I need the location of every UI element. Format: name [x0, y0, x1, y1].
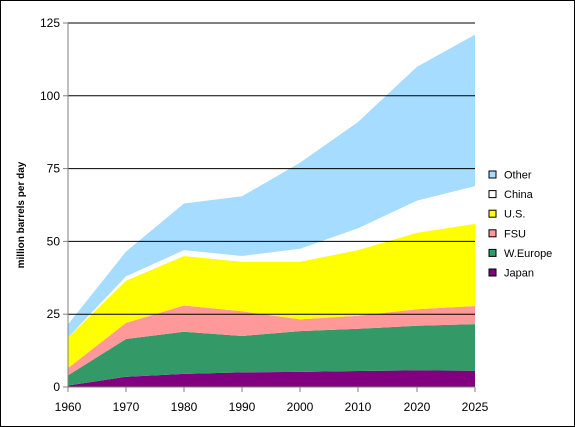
- area-w-europe: [68, 324, 475, 386]
- x-tick-label: 1960: [55, 400, 82, 414]
- area-japan: [68, 370, 475, 387]
- axes: [63, 22, 476, 392]
- x-tick-label: 1970: [113, 400, 140, 414]
- area-series-group: [68, 34, 475, 387]
- x-tick-label: 2010: [345, 400, 372, 414]
- legend-label-w-europe: W.Europe: [504, 248, 552, 260]
- x-tick-labels: 1960 1970 1980 1990 2000 2010 2020 2025: [55, 400, 489, 414]
- legend-label-fsu: FSU: [504, 228, 526, 240]
- legend-label-other: Other: [504, 170, 532, 182]
- x-tick-label: 1980: [171, 400, 198, 414]
- legend-swatch-japan: [488, 268, 497, 277]
- area-other: [68, 34, 475, 338]
- y-axis-label: million barrels per day: [16, 161, 27, 268]
- legend-swatch-u-s: [488, 209, 497, 218]
- y-tick-label: 50: [47, 234, 61, 248]
- y-tick-label: 100: [40, 89, 60, 103]
- x-tick-label: 2000: [287, 400, 314, 414]
- x-tick-label: 2020: [404, 400, 431, 414]
- legend: Other China U.S. FSU W.Europe Japan: [488, 170, 552, 280]
- x-tick-label: 1990: [229, 400, 256, 414]
- legend-label-japan: Japan: [504, 268, 534, 280]
- x-tick-label: 2025: [462, 400, 489, 414]
- y-tick-label: 25: [47, 307, 61, 321]
- area-fsu: [68, 305, 475, 376]
- y-tick-label: 125: [40, 16, 60, 30]
- legend-swatch-fsu: [488, 229, 497, 238]
- legend-swatch-w-europe: [488, 248, 497, 257]
- legend-label-u-s: U.S.: [504, 209, 525, 221]
- y-tick-label: 0: [53, 380, 60, 394]
- gridlines: [68, 22, 475, 315]
- area-china: [68, 186, 475, 338]
- y-tick-label: 75: [47, 162, 61, 176]
- legend-swatch-other: [488, 170, 497, 179]
- y-tick-labels: 0 25 50 75 100 125: [40, 16, 60, 394]
- legend-swatch-china: [488, 190, 497, 199]
- legend-label-china: China: [504, 189, 534, 201]
- area-u-s: [68, 223, 475, 369]
